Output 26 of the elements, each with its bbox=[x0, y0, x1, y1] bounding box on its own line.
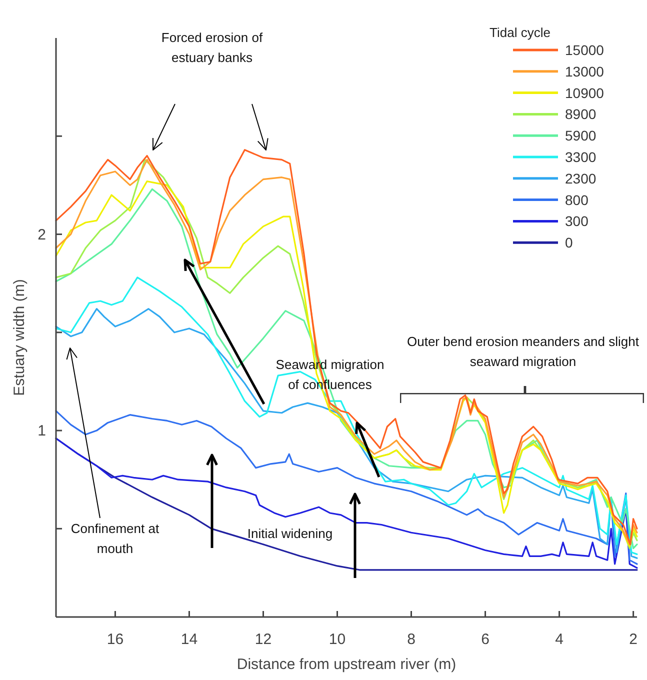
annotation: Forced erosion of estuary banks bbox=[161, 30, 263, 65]
legend-label: 10900 bbox=[565, 84, 604, 101]
annotation: Confinement at mouth bbox=[70, 521, 160, 556]
x-tick-label: 10 bbox=[328, 631, 346, 648]
x-tick-label: 4 bbox=[555, 631, 564, 648]
x-tick-label: 14 bbox=[180, 631, 198, 648]
legend-label: 2300 bbox=[565, 170, 596, 186]
x-tick-label: 12 bbox=[254, 631, 272, 648]
legend-label: 3300 bbox=[565, 149, 596, 165]
legend-label: 800 bbox=[565, 192, 589, 208]
legend-label: 0 bbox=[565, 234, 573, 251]
x-tick-label: 2 bbox=[629, 631, 638, 648]
legend-label: 15000 bbox=[565, 42, 604, 58]
legend-label: 8900 bbox=[565, 106, 596, 122]
legend-title: Tidal cycle bbox=[490, 25, 550, 40]
legend-label: 5900 bbox=[565, 128, 596, 144]
x-axis-title: Distance from upstream river (m) bbox=[236, 656, 456, 673]
legend-label: 300 bbox=[565, 213, 589, 230]
x-tick-label: 16 bbox=[106, 631, 124, 648]
y-axis-title: Estuary width (m) bbox=[11, 279, 28, 396]
x-tick-label: 6 bbox=[481, 631, 490, 648]
legend-label: 13000 bbox=[565, 63, 604, 80]
annotation: Initial widening bbox=[247, 526, 333, 541]
x-tick-label: 8 bbox=[407, 631, 416, 648]
annotation: Outer bend erosion meanders and slight seaward migration bbox=[407, 334, 640, 369]
y-tick-label: 1 bbox=[38, 422, 46, 440]
